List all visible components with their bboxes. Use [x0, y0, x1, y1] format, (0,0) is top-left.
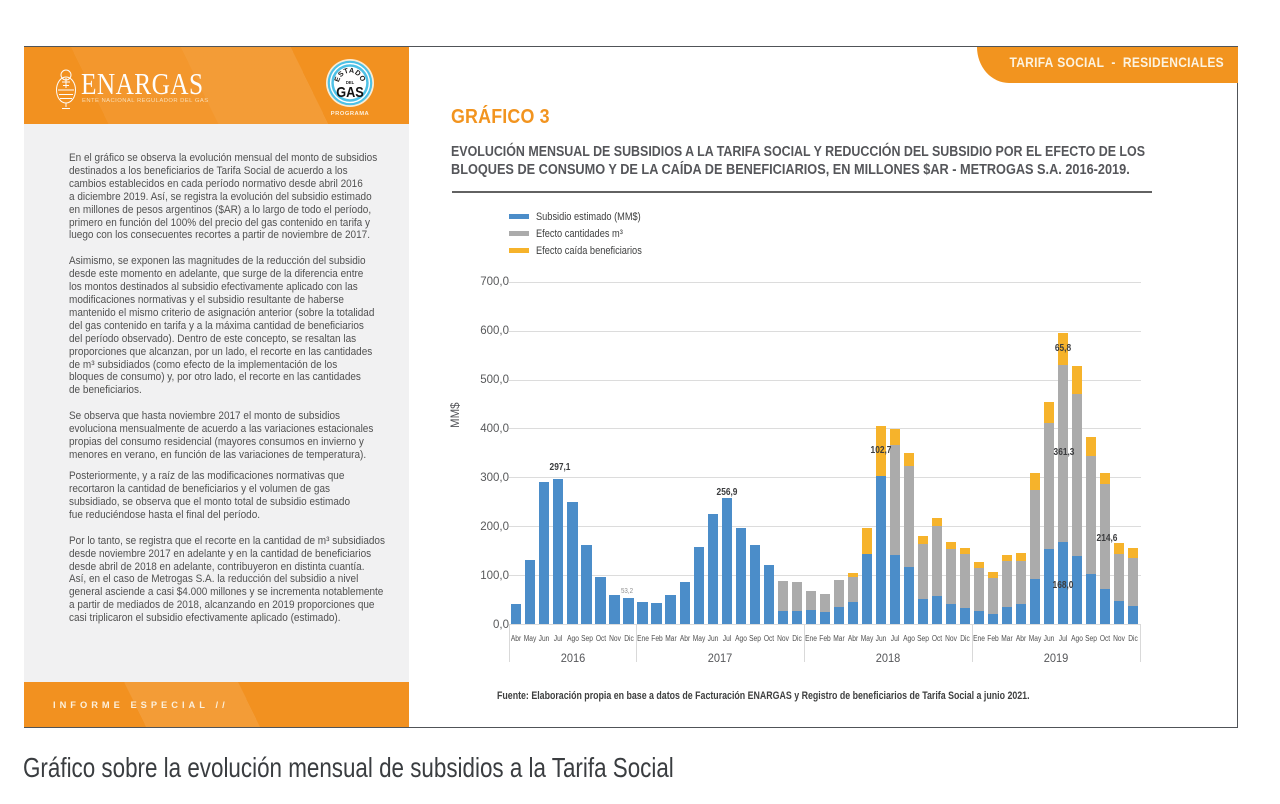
svg-text:DEL: DEL — [346, 80, 355, 85]
svg-text:GAS: GAS — [336, 84, 364, 101]
